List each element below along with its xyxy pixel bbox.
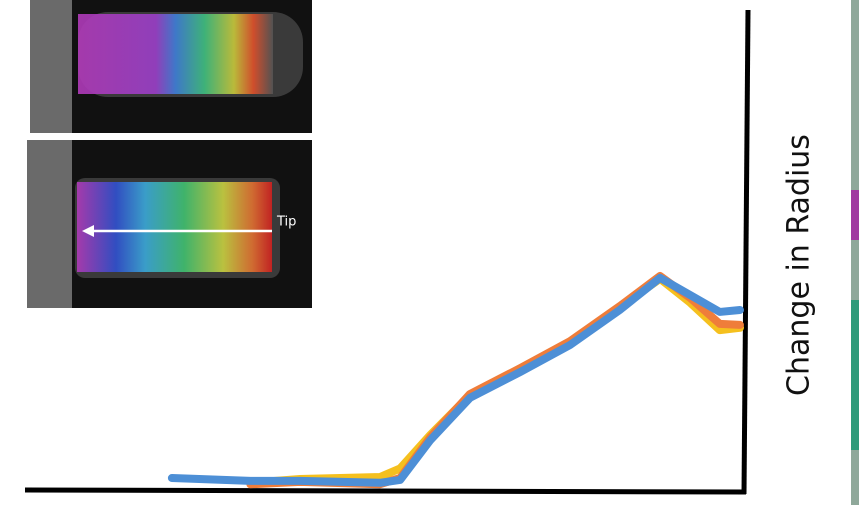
edge-strip [851,300,859,450]
y-axis-label: Change in Radius [782,134,817,396]
series-line [167,273,744,487]
plot [167,271,744,489]
tip-label: Tip [276,215,296,230]
micrograph-bottom: Tip [27,140,312,308]
x-axis [24,487,747,495]
y-axis [741,9,751,495]
series-line [246,271,744,489]
edge-strip [851,190,859,240]
micrograph-top [30,0,312,133]
edge-strip [851,0,859,505]
